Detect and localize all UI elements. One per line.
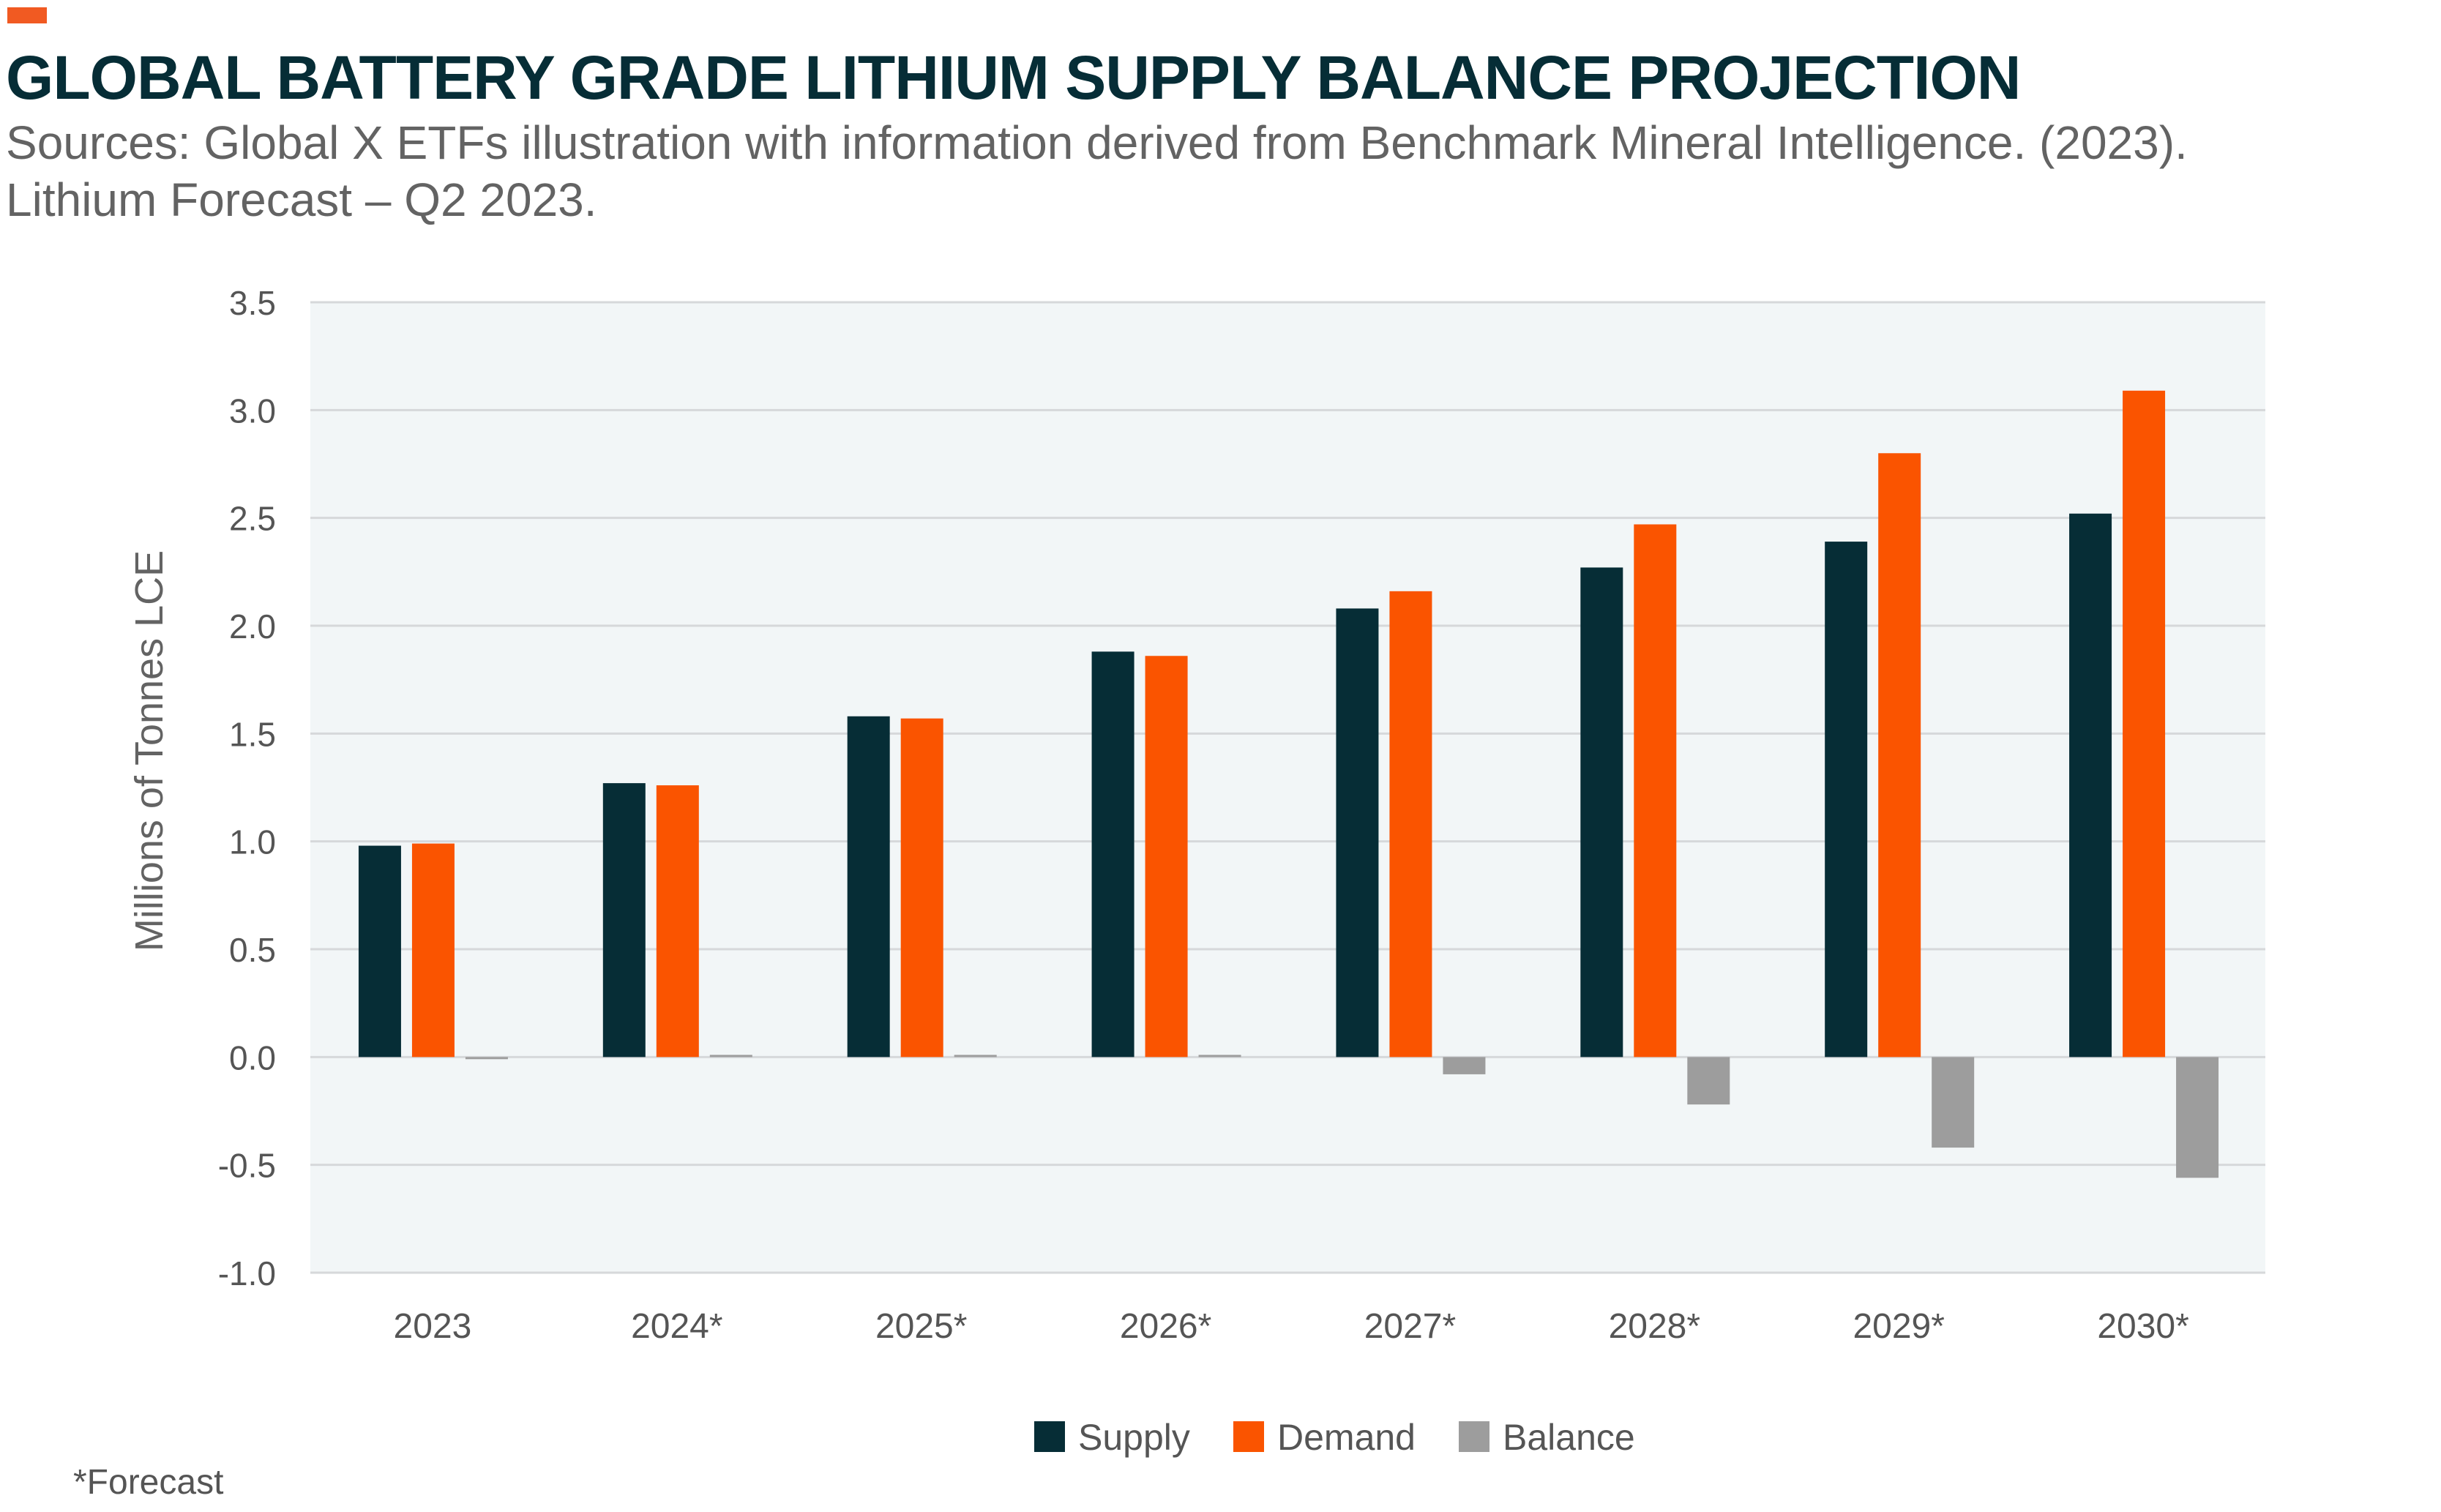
- bar-supply-2030: [2069, 513, 2112, 1058]
- y-tick-label: 2.5: [229, 500, 276, 538]
- bar-demand-2027: [1389, 591, 1432, 1058]
- legend-label-demand: Demand: [1277, 1417, 1416, 1458]
- legend-swatch-demand: [1233, 1421, 1264, 1452]
- x-tick-label: 2024*: [631, 1307, 722, 1346]
- bar-supply-2026: [1091, 651, 1134, 1058]
- legend-label-balance: Balance: [1503, 1417, 1635, 1458]
- bar-supply-2028: [1580, 567, 1623, 1058]
- bar-balance-2028: [1687, 1057, 1730, 1105]
- y-tick-label: 1.0: [229, 823, 276, 861]
- y-tick-label: 0.5: [229, 931, 276, 969]
- legend-swatch-supply: [1034, 1421, 1065, 1452]
- y-tick-label: 3.5: [229, 284, 276, 322]
- bar-supply-2029: [1825, 542, 1868, 1058]
- bar-demand-2030: [2123, 390, 2166, 1058]
- y-tick-label: 2.0: [229, 607, 276, 645]
- bar-balance-2029: [1932, 1057, 1975, 1148]
- x-tick-label: 2025*: [875, 1307, 967, 1346]
- x-tick-label: 2023: [394, 1307, 472, 1346]
- forecast-footnote: *Forecast: [73, 1463, 224, 1502]
- bar-balance-2025: [954, 1055, 997, 1058]
- bar-supply-2027: [1336, 608, 1379, 1058]
- y-tick-label: 1.5: [229, 715, 276, 753]
- bar-supply-2025: [847, 716, 890, 1058]
- legend-label-supply: Supply: [1078, 1417, 1190, 1458]
- bar-demand-2023: [411, 843, 455, 1058]
- bar-demand-2029: [1878, 453, 1921, 1058]
- x-tick-label: 2030*: [2097, 1307, 2188, 1346]
- bar-supply-2024: [602, 783, 646, 1058]
- bar-demand-2024: [656, 785, 699, 1058]
- x-tick-label: 2029*: [1853, 1307, 1944, 1346]
- bar-balance-2023: [465, 1057, 508, 1060]
- y-axis-label: Millions of Tonnes LCE: [127, 550, 171, 951]
- x-tick-label: 2027*: [1364, 1307, 1456, 1346]
- bar-demand-2028: [1634, 524, 1677, 1058]
- bar-demand-2025: [900, 718, 943, 1058]
- subtitle-line-1: Sources: Global X ETFs illustration with…: [6, 116, 2188, 169]
- accent-bar: [7, 7, 47, 23]
- bar-balance-2027: [1443, 1057, 1486, 1074]
- x-tick-label: 2026*: [1120, 1307, 1211, 1346]
- bar-supply-2023: [358, 845, 401, 1058]
- y-tick-label: -0.5: [218, 1147, 276, 1185]
- bar-balance-2030: [2176, 1057, 2219, 1178]
- subtitle-line-2: Lithium Forecast – Q2 2023.: [6, 173, 597, 226]
- y-tick-label: 3.0: [229, 392, 276, 430]
- x-tick-label: 2028*: [1609, 1307, 1700, 1346]
- chart-title: GLOBAL BATTERY GRADE LITHIUM SUPPLY BALA…: [6, 43, 2021, 112]
- bar-demand-2026: [1145, 656, 1188, 1058]
- y-tick-label: 0.0: [229, 1038, 276, 1077]
- legend-swatch-balance: [1459, 1421, 1489, 1452]
- bar-balance-2026: [1198, 1055, 1241, 1058]
- y-tick-label: -1.0: [218, 1254, 276, 1292]
- bar-balance-2024: [709, 1055, 752, 1058]
